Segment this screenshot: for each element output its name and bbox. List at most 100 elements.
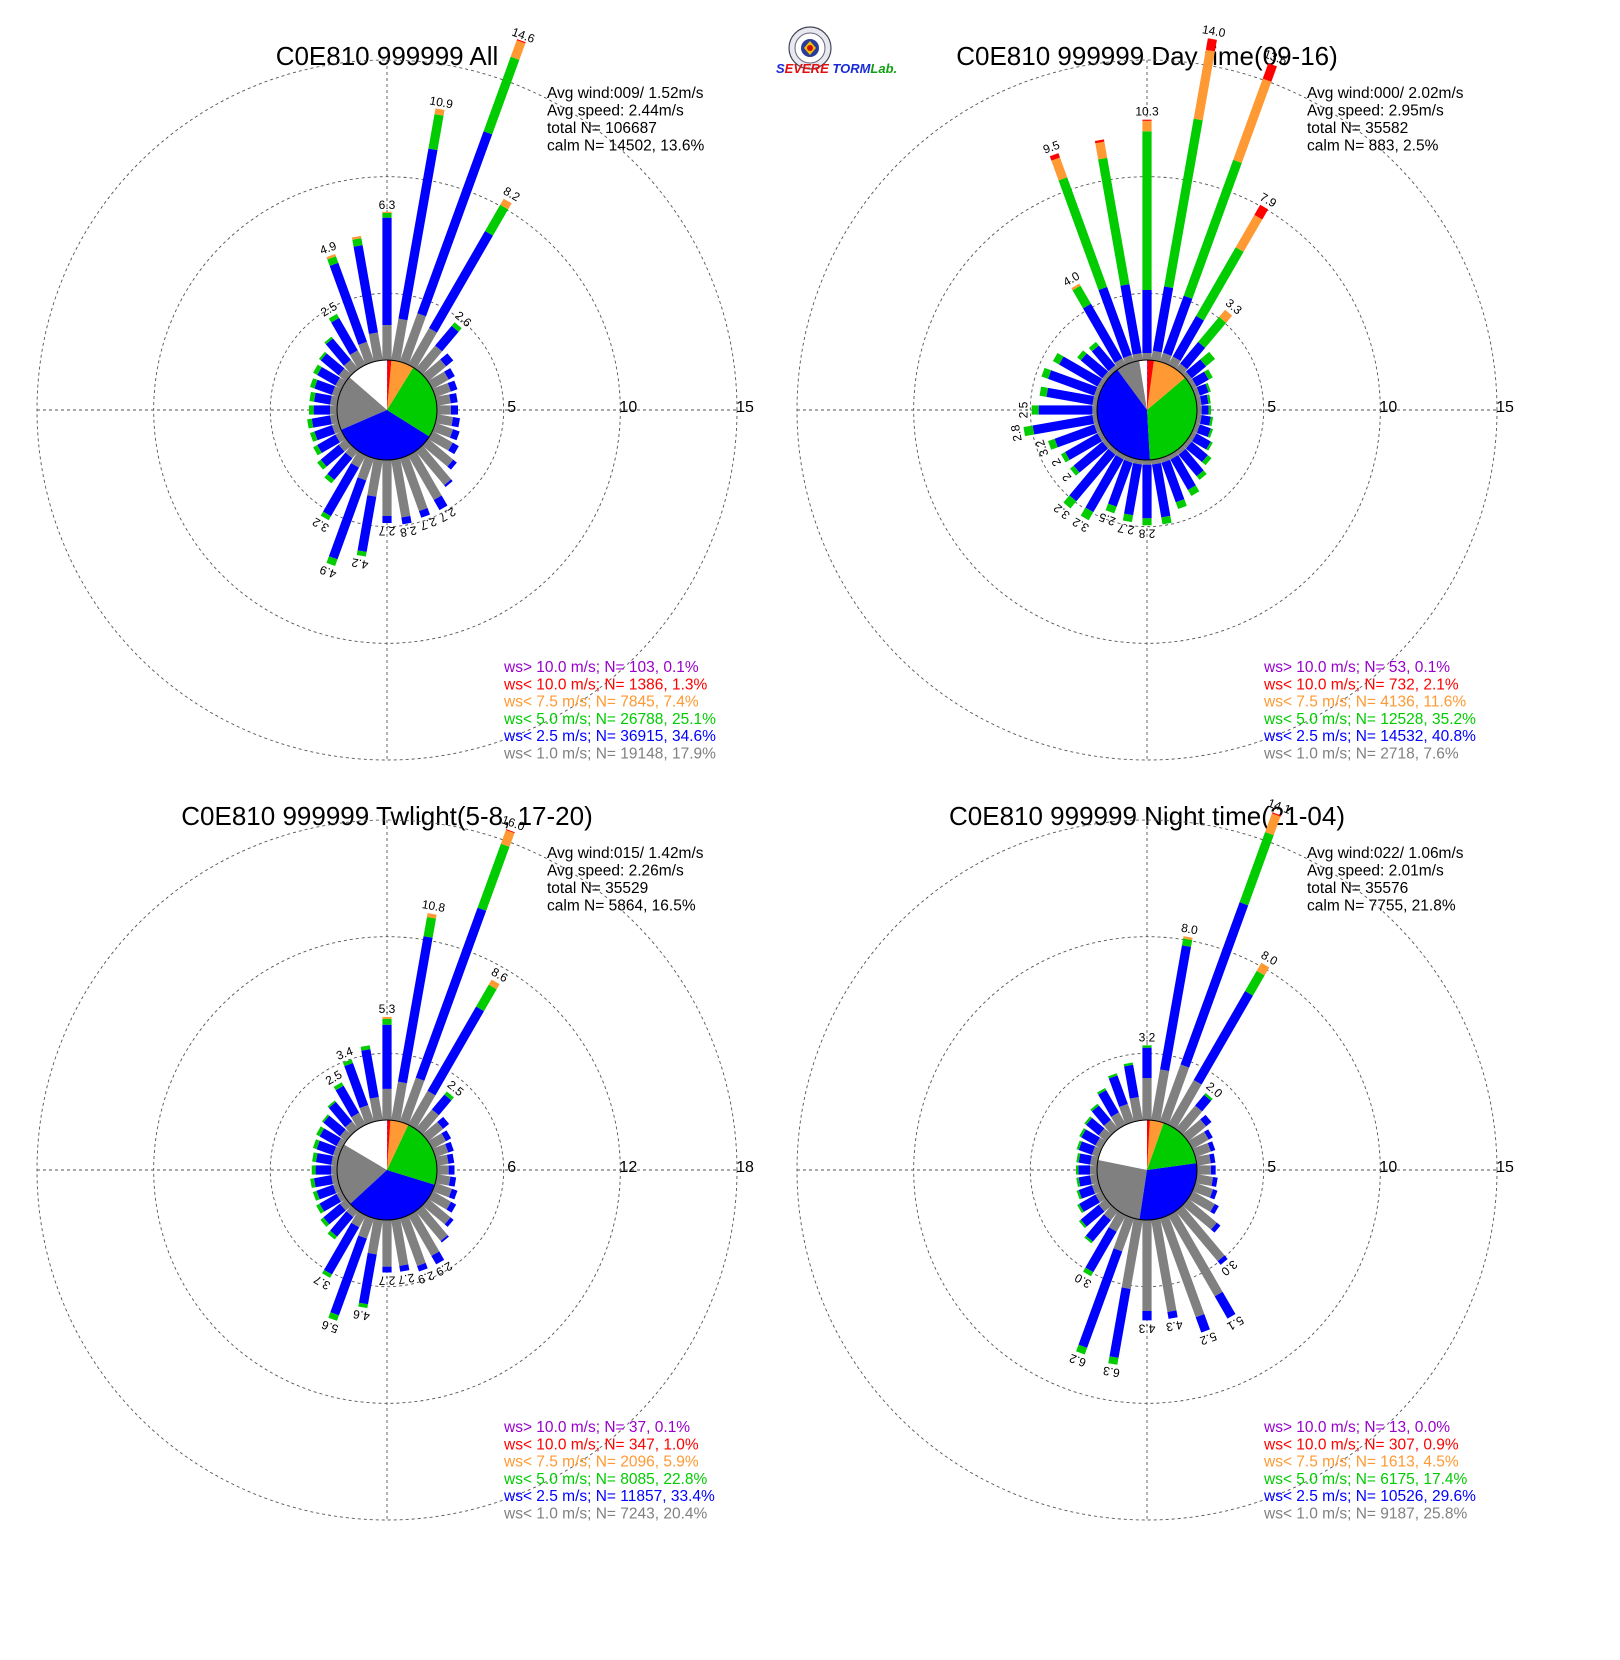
bar-segment xyxy=(1195,1174,1214,1187)
bar-segment xyxy=(505,829,515,834)
pie-slice xyxy=(349,360,387,410)
bar-segment xyxy=(444,1091,454,1101)
direction-bar xyxy=(313,431,346,456)
bar-segment xyxy=(1142,1220,1152,1311)
bar-segment xyxy=(1078,1141,1096,1155)
bar-segment xyxy=(440,353,454,367)
direction-bar xyxy=(1048,422,1102,450)
bar-segment xyxy=(324,336,333,345)
bar-segment xyxy=(367,458,383,497)
bar-segment xyxy=(1051,157,1068,181)
stats-calm: calm N= 883, 2.5% xyxy=(1307,138,1439,155)
direction-bar xyxy=(320,451,366,521)
bar-value-label: 2.7 xyxy=(1116,521,1135,538)
direction-bar xyxy=(1088,341,1119,375)
radial-tick-label: 12 xyxy=(619,1159,637,1176)
bar-segment xyxy=(1094,139,1105,144)
bar-value-label: 10.8 xyxy=(421,897,447,915)
stats-avg-speed: Avg speed: 2.26m/s xyxy=(547,863,684,880)
bar-value-label: 4.9 xyxy=(318,239,339,258)
bar-segment xyxy=(1122,513,1134,523)
bar-segment xyxy=(1192,371,1209,387)
bar-segment xyxy=(435,325,459,352)
bar-value-label: 6.3 xyxy=(379,198,396,212)
direction-bar xyxy=(1182,1114,1212,1142)
bar-segment xyxy=(1077,1203,1084,1213)
bar-value-label: 2.7 xyxy=(378,524,395,538)
pie-slice xyxy=(1096,369,1150,460)
pie-slice xyxy=(1117,360,1147,410)
bar-segment xyxy=(1265,813,1281,836)
pie-outline xyxy=(1096,1119,1198,1221)
legend-entry: ws< 2.5 m/s; N= 36915, 34.6% xyxy=(503,728,716,745)
bar-segment xyxy=(1076,1153,1081,1163)
bar-segment xyxy=(1039,386,1049,397)
bar-segment xyxy=(435,394,451,406)
direction-bar xyxy=(320,1198,352,1227)
bar-segment xyxy=(1142,120,1152,132)
radial-tick-label: 10 xyxy=(619,399,637,416)
direction-bar xyxy=(312,1139,342,1158)
bar-segment xyxy=(1041,367,1052,379)
direction-bar xyxy=(307,414,339,429)
legend-entry: ws< 7.5 m/s; N= 2096, 5.9% xyxy=(503,1454,699,1471)
range-ring xyxy=(1029,292,1265,528)
legend-entry: ws< 5.0 m/s; N= 6175, 17.4% xyxy=(1263,1471,1468,1488)
bar-segment xyxy=(426,913,437,919)
direction-bar xyxy=(422,1198,454,1227)
bar-segment xyxy=(1175,499,1187,509)
bar-segment xyxy=(1233,78,1272,163)
radial-tick-label: 6 xyxy=(507,1159,516,1176)
stats-avg-speed: Avg speed: 2.01m/s xyxy=(1307,863,1444,880)
bar-segment xyxy=(309,431,318,442)
direction-bar xyxy=(1188,369,1213,389)
bar-segment xyxy=(1120,284,1142,355)
bar-segment xyxy=(310,1178,316,1188)
bar-segment xyxy=(320,1217,330,1227)
bar-segment xyxy=(313,445,322,456)
bar-segment xyxy=(428,114,444,151)
bar-segment xyxy=(1023,425,1035,437)
bar-segment xyxy=(1119,1103,1135,1125)
bar-segment xyxy=(1102,371,1112,382)
direction-bar xyxy=(435,1153,455,1166)
bar-segment xyxy=(445,1141,454,1153)
bar-segment xyxy=(317,434,340,453)
direction-bar xyxy=(312,1182,342,1201)
bar-segment xyxy=(1088,341,1099,352)
stats-avg-wind: Avg wind:009/ 1.52m/s xyxy=(547,85,704,102)
direction-bar xyxy=(432,380,458,398)
bar-segment xyxy=(328,1312,339,1321)
pie-slice xyxy=(387,360,392,410)
direction-bar xyxy=(1063,445,1119,509)
direction-bar xyxy=(327,1205,359,1240)
bar-value-label: 3.4 xyxy=(334,1044,355,1063)
bar-segment xyxy=(313,405,330,415)
bar-segment xyxy=(357,455,375,481)
bar-segment xyxy=(339,1198,352,1211)
bar-segment xyxy=(327,1230,338,1240)
bar-segment xyxy=(415,1109,439,1135)
bar-segment xyxy=(446,1201,457,1213)
bar-segment xyxy=(1142,464,1152,519)
bar-segment xyxy=(1078,1219,1087,1229)
direction-bar xyxy=(1175,309,1233,375)
bar-segment xyxy=(313,392,332,405)
bar-segment xyxy=(448,1165,455,1175)
bar-segment xyxy=(391,318,408,362)
pie-slice xyxy=(1147,1120,1150,1170)
direction-bar xyxy=(428,1191,457,1213)
bar-segment xyxy=(1192,1142,1211,1158)
bar-segment xyxy=(435,414,454,427)
direction-bar xyxy=(1077,350,1112,382)
bar-segment xyxy=(323,1203,346,1225)
direction-bar xyxy=(1142,119,1152,360)
bar-segment xyxy=(316,1126,325,1137)
bar-segment xyxy=(313,364,322,375)
legend-entry: ws< 1.0 m/s; N= 7243, 20.4% xyxy=(503,1506,708,1523)
bar-segment xyxy=(391,1081,407,1122)
bar-segment xyxy=(1206,441,1213,451)
bar-segment xyxy=(358,1252,377,1305)
pie-slice xyxy=(387,1120,409,1170)
direction-bar xyxy=(437,1165,455,1175)
